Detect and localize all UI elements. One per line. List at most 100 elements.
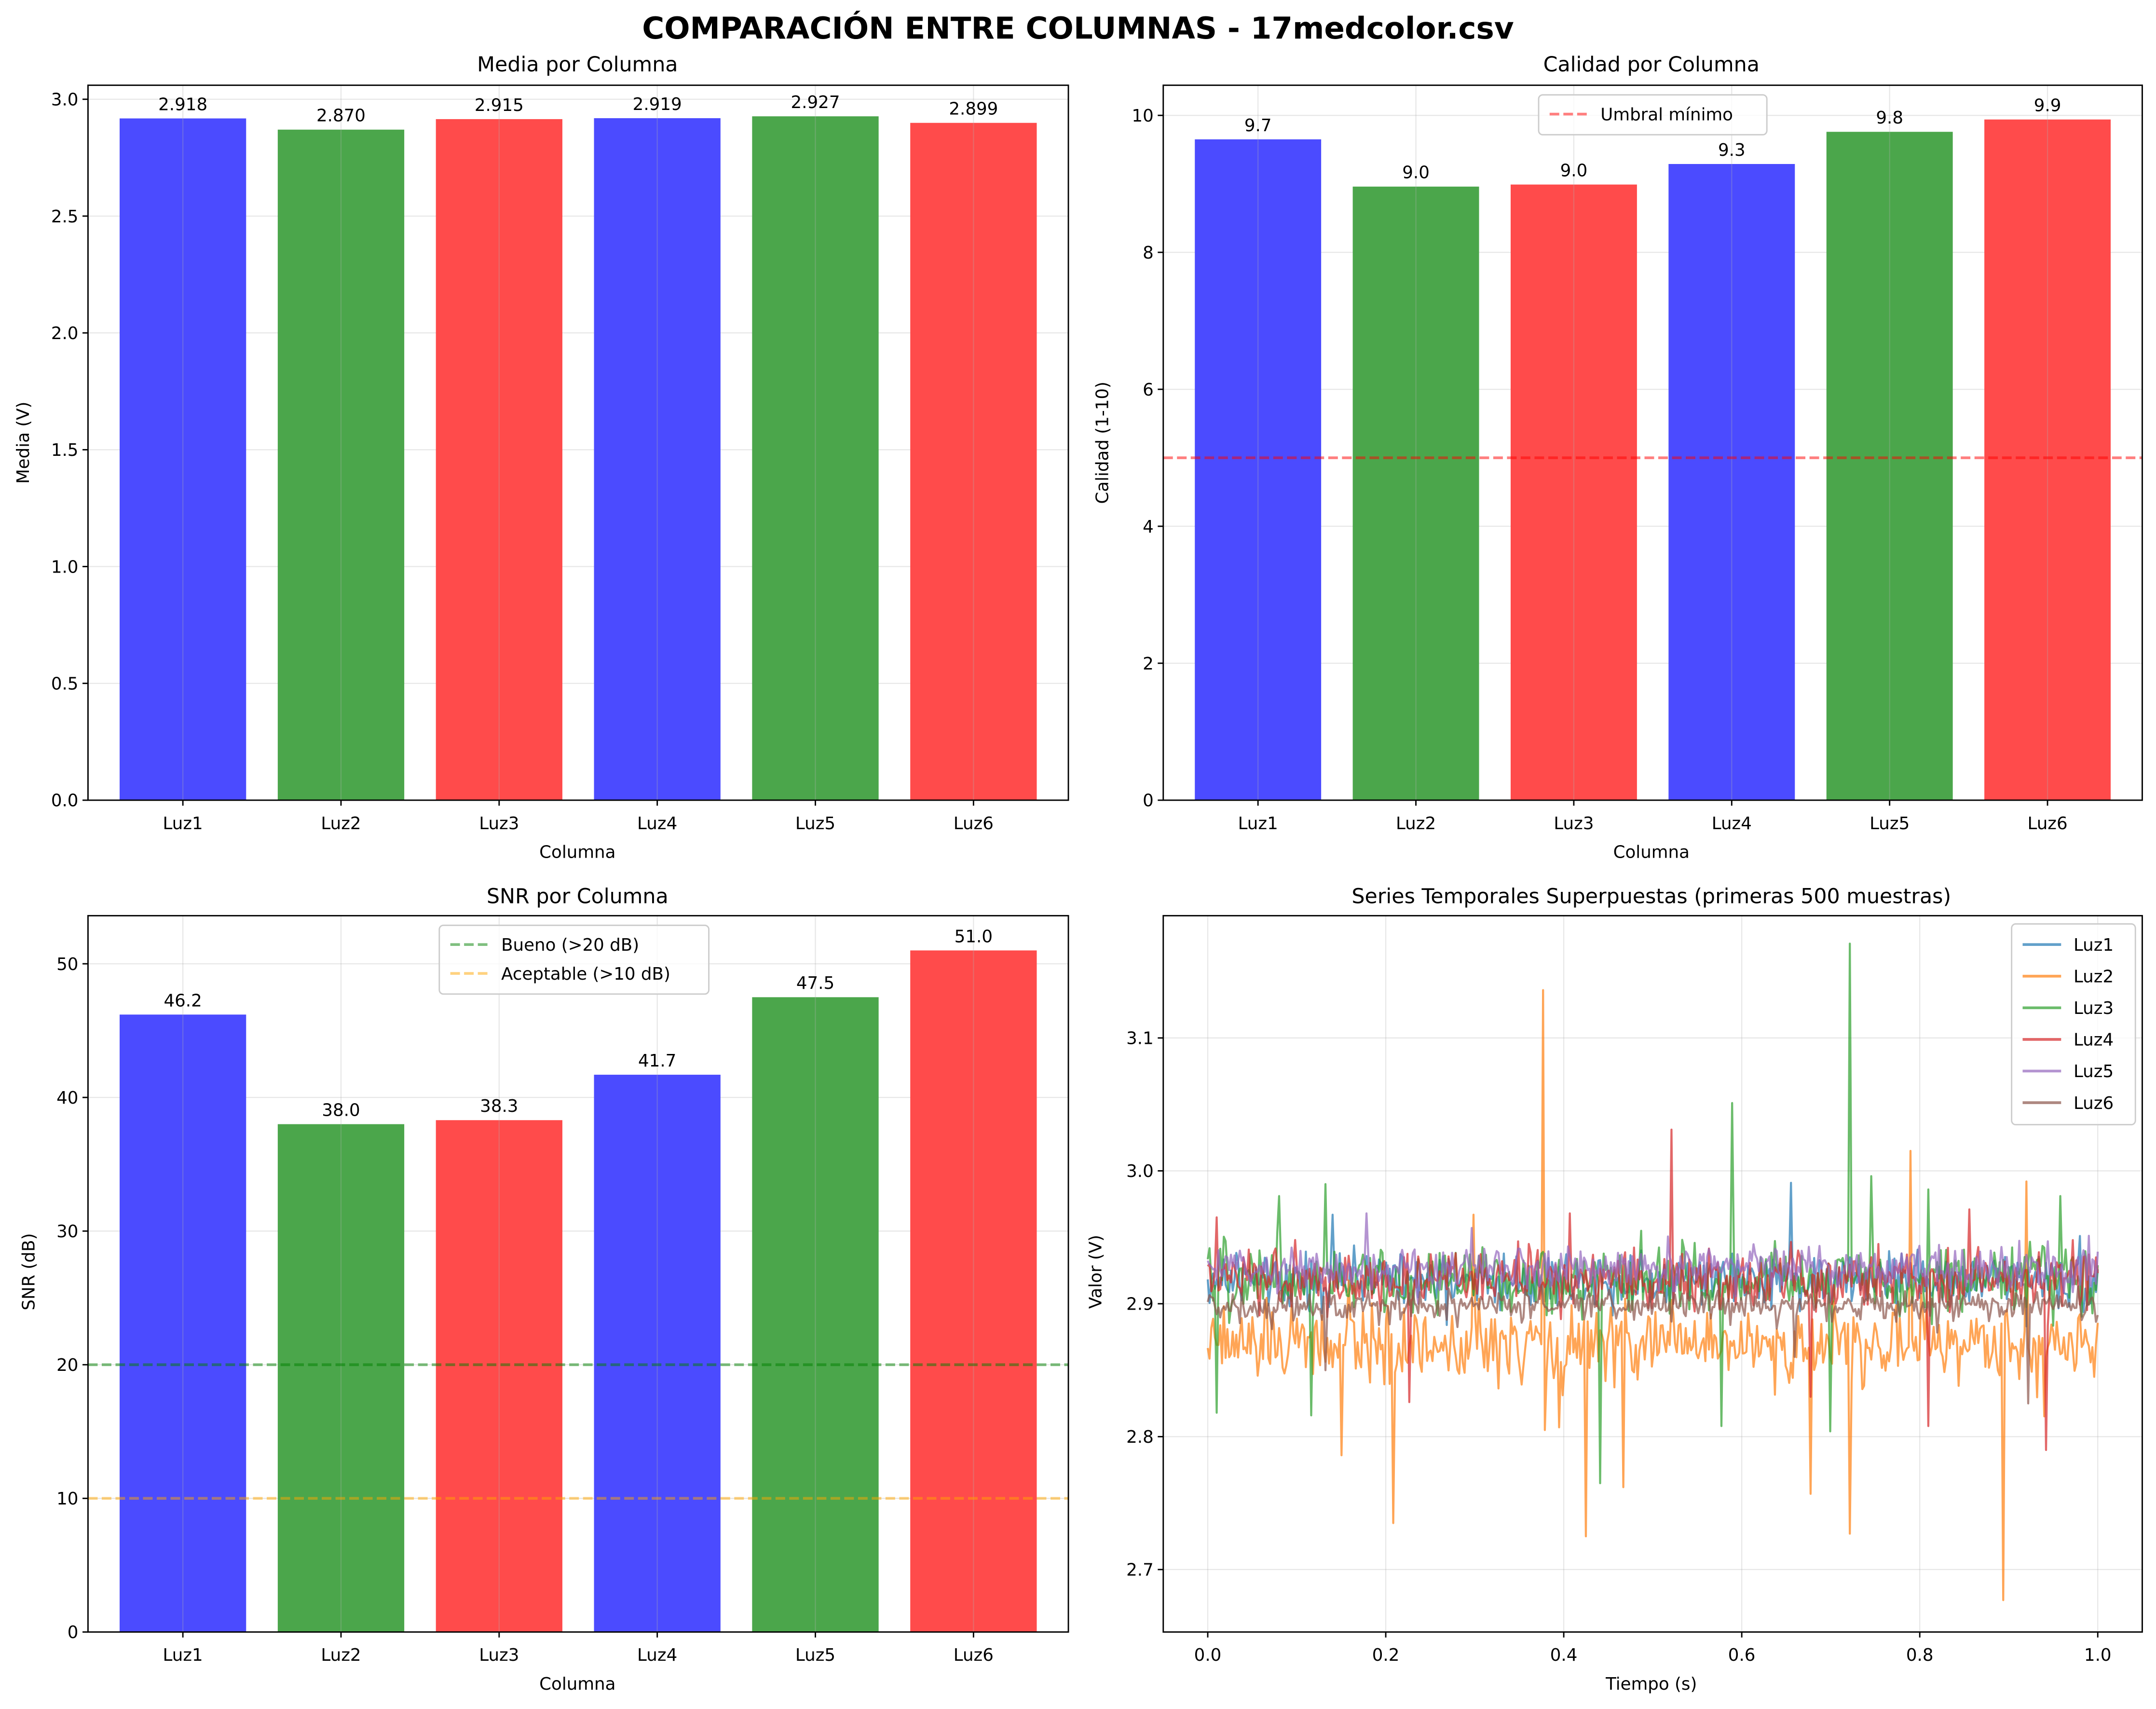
x-tick-label: Luz4: [637, 814, 677, 834]
y-tick-label: 3.0: [51, 90, 79, 110]
bar: [1195, 139, 1322, 800]
bar: [1826, 132, 1953, 800]
legend: Bueno (>20 dB) Aceptable (>10 dB): [438, 924, 710, 995]
bar-value-label: 9.0: [1402, 163, 1430, 183]
y-axis-label: Media (V): [14, 402, 33, 484]
panel-snr: SNR por Columna Columna SNR (dB) 46.2 38.…: [19, 885, 1069, 1694]
x-tick-label: Luz5: [795, 814, 835, 834]
y-tick-label: 1.0: [51, 557, 79, 577]
bar: [752, 997, 879, 1632]
x-tick-label: Luz4: [1712, 814, 1752, 834]
bar-value-label: 51.0: [955, 927, 993, 946]
x-tick-label: Luz1: [163, 1645, 203, 1665]
y-tick-label: 10: [56, 1489, 78, 1509]
x-tick-label: Luz5: [795, 1645, 835, 1665]
series-line-luz6: [1206, 1284, 2099, 1405]
bar: [752, 116, 879, 800]
y-tick-label: 2: [1143, 654, 1154, 674]
y-tick-label: 2.7: [1126, 1560, 1154, 1580]
y-tick-label: 30: [56, 1222, 78, 1242]
bar-value-label: 47.5: [796, 973, 834, 993]
y-axis-label: SNR (dB): [19, 1233, 39, 1310]
legend-frame: [1538, 94, 1768, 136]
x-tick-label: Luz1: [163, 814, 203, 834]
bar: [277, 129, 405, 800]
x-tick-label: Luz2: [321, 1645, 361, 1665]
bar-value-label: 38.0: [322, 1100, 360, 1120]
bar: [910, 123, 1037, 800]
y-axis-label: Calidad (1-10): [1093, 382, 1113, 504]
x-tick-label: Luz3: [479, 814, 519, 834]
y-tick-label: 10: [1132, 106, 1153, 126]
y-tick-label: 1.5: [51, 440, 79, 460]
panel-title: Media por Columna: [477, 53, 678, 77]
panel-series: Series Temporales Superpuestas (primeras…: [1086, 885, 2143, 1694]
legend-label: Luz3: [2074, 998, 2114, 1018]
bar: [120, 1014, 246, 1632]
bar: [1510, 184, 1637, 800]
legend-label: Luz1: [2074, 935, 2114, 955]
panel-title: SNR por Columna: [487, 885, 669, 909]
bar-value-label: 9.9: [2034, 96, 2061, 116]
y-tick-label: 0: [1143, 791, 1154, 811]
legend-label: Luz4: [2074, 1030, 2114, 1050]
y-tick-label: 20: [56, 1355, 78, 1375]
y-tick-label: 2.9: [1126, 1295, 1154, 1314]
y-axis-label: Valor (V): [1086, 1235, 1105, 1309]
x-tick-label: Luz2: [321, 814, 361, 834]
x-axis-label: Columna: [539, 1674, 615, 1694]
y-tick-label: 50: [56, 955, 78, 974]
panel-calidad: Calidad por Columna Columna Calidad (1-1…: [1093, 53, 2143, 862]
x-tick-label: Luz1: [1238, 814, 1278, 834]
y-tick-label: 2.0: [51, 324, 79, 343]
y-tick-label: 3.0: [1126, 1162, 1154, 1181]
bar-value-label: 2.927: [791, 93, 840, 112]
x-tick-label: Luz3: [479, 1645, 519, 1665]
x-tick-label: 0.8: [1906, 1645, 1934, 1665]
series-line-luz2: [1206, 989, 2099, 1601]
y-tick-label: 6: [1143, 380, 1154, 400]
bar: [910, 950, 1037, 1632]
bar-value-label: 2.918: [158, 95, 207, 114]
x-tick-label: Luz6: [954, 814, 994, 834]
bar: [436, 1120, 562, 1632]
y-tick-label: 2.8: [1126, 1427, 1154, 1447]
plot-area: 2.918 2.870 2.915 2.919 2.927 2.899 0.0 0.5 1.0 1…: [51, 84, 1069, 834]
y-tick-label: 40: [56, 1088, 78, 1108]
legend-frame: [2011, 923, 2136, 1126]
axes-frame: [1162, 84, 2143, 801]
figure-suptitle: COMPARACIÓN ENTRE COLUMNAS - 17medcolor.…: [642, 11, 1514, 46]
axes-frame: [1162, 915, 2143, 1633]
bar-value-label: 9.3: [1718, 140, 1746, 160]
legend-label: Luz2: [2074, 967, 2114, 987]
x-tick-label: 1.0: [2084, 1645, 2112, 1665]
bar: [594, 1075, 721, 1632]
bar-value-label: 2.870: [316, 106, 366, 126]
legend: Luz1 Luz2 Luz3 Luz4 Luz5 Luz6: [2011, 923, 2136, 1126]
legend-label: Luz5: [2074, 1062, 2114, 1081]
y-tick-label: 0: [68, 1623, 79, 1642]
bar: [1352, 186, 1479, 800]
y-tick-label: 8: [1143, 243, 1154, 263]
axes-frame: [87, 915, 1069, 1633]
bar: [1668, 164, 1795, 800]
plot-area: 9.7 9.0 9.0 9.3 9.8 9.9 0 2 4 6 8 10 Luz1 Luz2 Luz3 Luz…: [1132, 84, 2143, 834]
x-tick-label: Luz4: [637, 1645, 677, 1665]
bar-value-label: 46.2: [164, 991, 202, 1011]
legend-label: Aceptable (>10 dB): [501, 964, 670, 984]
bar-value-label: 9.0: [1560, 161, 1588, 180]
plot-area: 2.72.82.93.03.10.0 0.2 0.4 0.6 0.8 1.0Luz1Luz…: [1126, 915, 2143, 1665]
y-tick-label: 2.5: [51, 207, 79, 227]
bar: [120, 118, 246, 800]
bar-value-label: 2.919: [633, 95, 682, 114]
bar-value-label: 9.7: [1244, 116, 1272, 136]
legend-frame: [438, 924, 710, 995]
bar-value-label: 38.3: [480, 1096, 518, 1116]
bar: [1984, 119, 2111, 800]
bar-value-label: 2.915: [475, 96, 524, 115]
x-axis-label: Columna: [1613, 843, 1690, 862]
axes-frame: [87, 84, 1069, 801]
x-tick-label: 0.2: [1372, 1645, 1400, 1665]
legend: Umbral mínimo: [1538, 94, 1768, 136]
